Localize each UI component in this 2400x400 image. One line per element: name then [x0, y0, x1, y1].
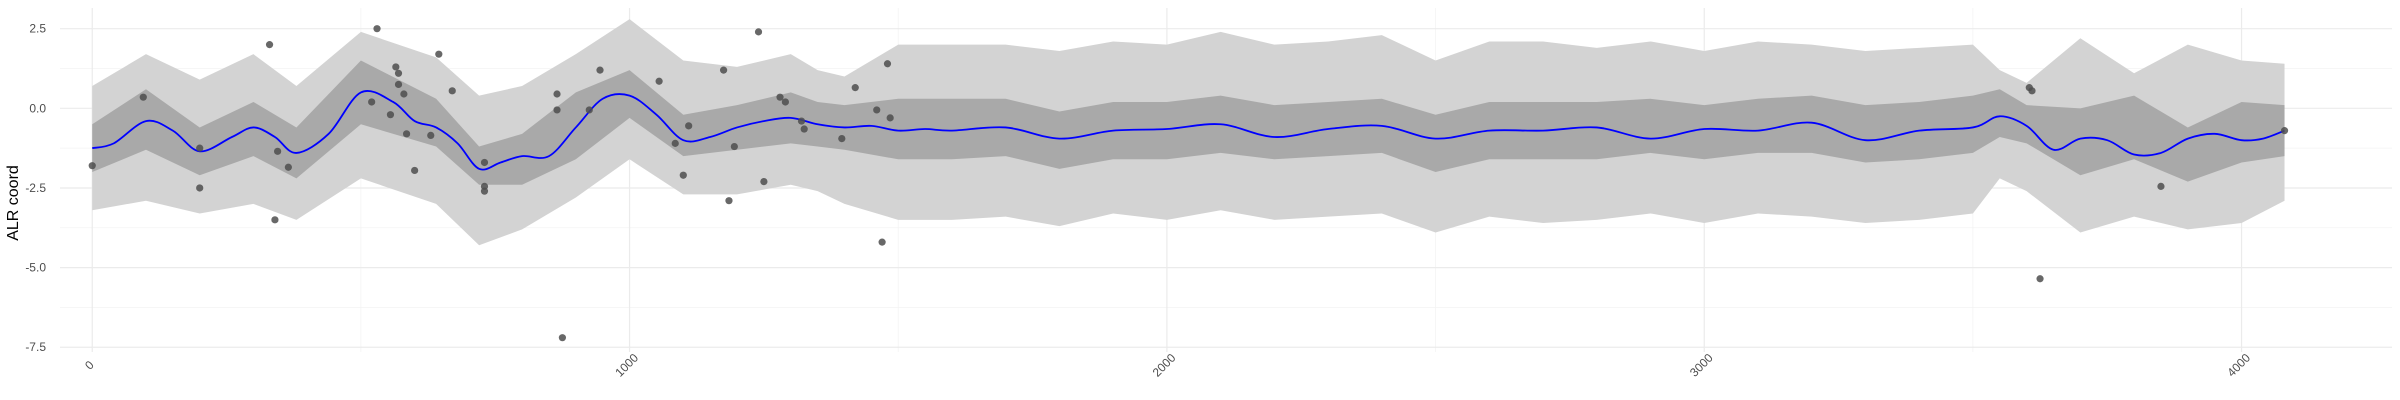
data-point [883, 60, 892, 68]
mean-line [92, 90, 2285, 171]
x-tick-label: 1000 [612, 351, 641, 380]
data-point [2028, 87, 2036, 95]
data-point [435, 50, 443, 58]
data-point [730, 142, 738, 151]
data-point [725, 197, 733, 205]
data-point [754, 28, 763, 36]
data-point [886, 114, 894, 122]
data-point [553, 90, 561, 98]
data-point [139, 93, 147, 101]
data-point [558, 334, 567, 342]
y-axis-title: ALR coord [5, 165, 22, 241]
data-point [2036, 275, 2044, 283]
x-tick-label: 4000 [2224, 351, 2253, 380]
data-point [671, 139, 679, 147]
data-point [394, 80, 403, 89]
data-point [400, 90, 408, 98]
y-tick-label: -5.0 [25, 261, 46, 275]
data-point [394, 69, 403, 77]
x-axis-ticks: 0 1000 2000 3000 4000 [82, 351, 2253, 380]
y-axis-ticks: 2.5 0.0 -2.5 -5.0 -7.5 [25, 22, 46, 355]
data-point [448, 87, 456, 95]
data-point [480, 187, 489, 195]
data-point [797, 117, 806, 125]
y-tick-label: 2.5 [29, 22, 46, 36]
x-tick-label: 3000 [1687, 351, 1716, 380]
data-point [480, 158, 489, 167]
data-point [873, 106, 881, 114]
data-point [585, 106, 593, 114]
data-point [402, 130, 411, 138]
data-point [719, 66, 728, 74]
data-point [2280, 127, 2289, 135]
data-point [368, 98, 376, 106]
y-tick-label: 0.0 [29, 101, 46, 115]
data-point [838, 134, 846, 143]
data-point [596, 66, 604, 74]
data-point [851, 84, 859, 92]
data-point [274, 147, 282, 155]
data-point [427, 131, 435, 140]
y-tick-label: -2.5 [25, 181, 46, 195]
data-point [776, 93, 784, 101]
data-point [392, 63, 400, 71]
point-layer [88, 25, 2289, 342]
data-point [373, 25, 381, 33]
data-point [655, 77, 663, 85]
x-tick-label: 0 [82, 358, 97, 373]
band-layer [92, 19, 2285, 246]
y-tick-label: -7.5 [25, 340, 46, 354]
data-point [284, 163, 292, 171]
data-point [271, 216, 279, 224]
data-point [553, 106, 561, 114]
data-point [265, 41, 274, 49]
data-point [196, 184, 204, 192]
inner-credible-band [92, 60, 2285, 185]
data-point [386, 111, 395, 119]
data-point [685, 122, 693, 130]
data-point [800, 125, 808, 133]
data-point [411, 166, 419, 175]
data-point [88, 162, 96, 170]
data-point [760, 177, 768, 186]
x-tick-label: 2000 [1150, 351, 1179, 380]
data-point [781, 98, 789, 106]
data-point [679, 171, 687, 179]
line-layer [92, 90, 2285, 171]
data-point [196, 144, 204, 152]
data-point [878, 238, 886, 246]
data-point [2157, 182, 2165, 190]
